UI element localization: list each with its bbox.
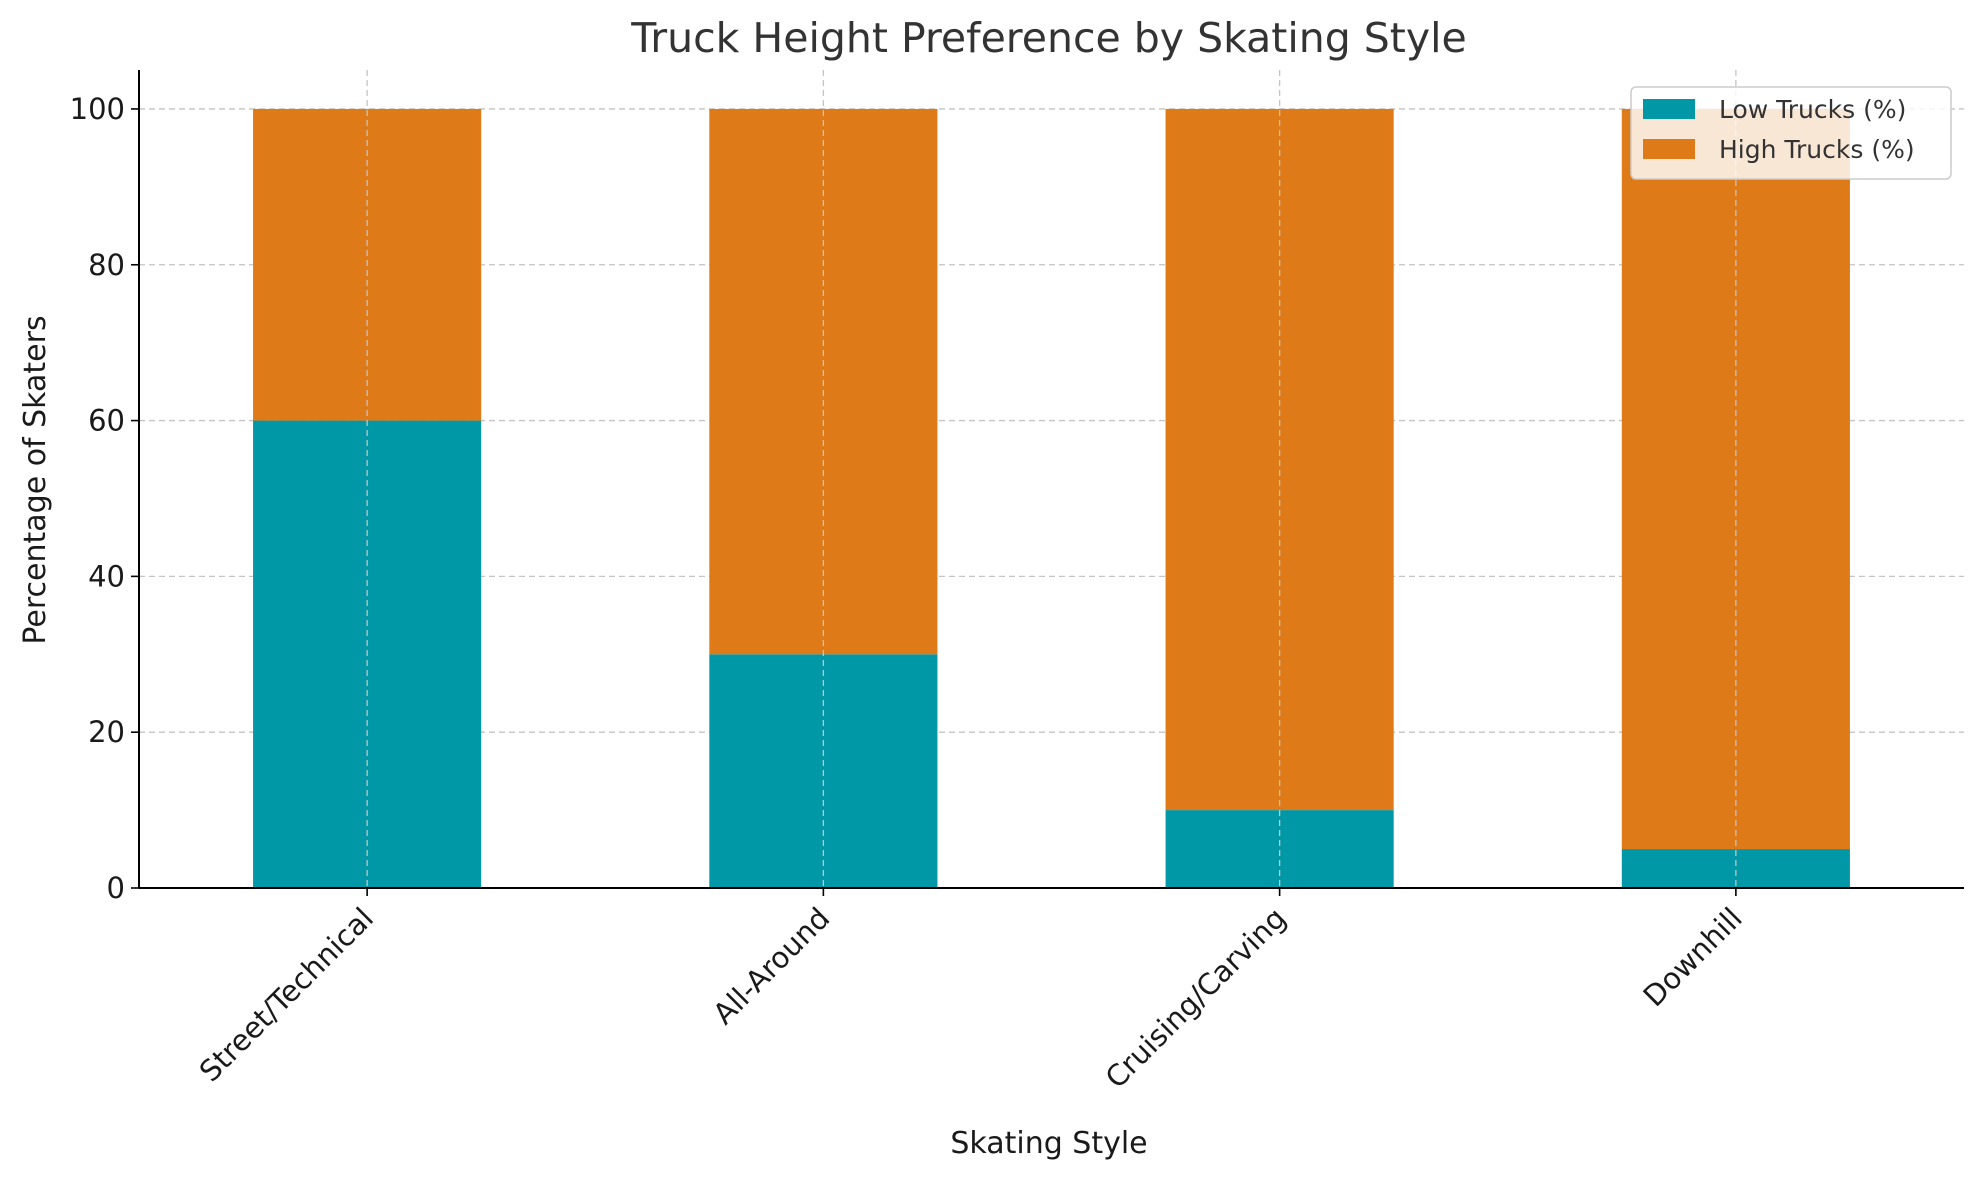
y-tick-label: 20 — [88, 715, 125, 749]
legend-swatch — [1643, 99, 1695, 119]
bars-layer — [253, 70, 1850, 888]
axes-layer — [138, 70, 1964, 889]
y-tick-label: 60 — [88, 404, 125, 438]
legend: Low Trucks (%) High Trucks (%) — [1630, 86, 1952, 180]
y-tick-label: 100 — [70, 92, 125, 126]
bar-high-3 — [1621, 108, 1850, 850]
x-tick-label: Downhill — [1637, 901, 1749, 1013]
y-tick-label: 80 — [88, 248, 125, 282]
y-tick-label: 0 — [107, 871, 125, 905]
y-axis-label: Percentage of Skaters — [18, 315, 53, 644]
legend-label: High Trucks (%) — [1719, 135, 1915, 164]
x-axis-label: Skating Style — [950, 1126, 1147, 1161]
y-tick-label: 40 — [88, 559, 125, 593]
legend-swatch — [1643, 139, 1695, 159]
chart-title: Truck Height Preference by Skating Style — [630, 14, 1467, 62]
x-tick-label: All-Around — [706, 901, 836, 1031]
legend-box — [1630, 86, 1952, 180]
x-tick-label: Street/Technical — [193, 901, 380, 1088]
legend-label: Low Trucks (%) — [1719, 95, 1906, 124]
x-tick-label: Cruising/Carving — [1099, 901, 1293, 1095]
